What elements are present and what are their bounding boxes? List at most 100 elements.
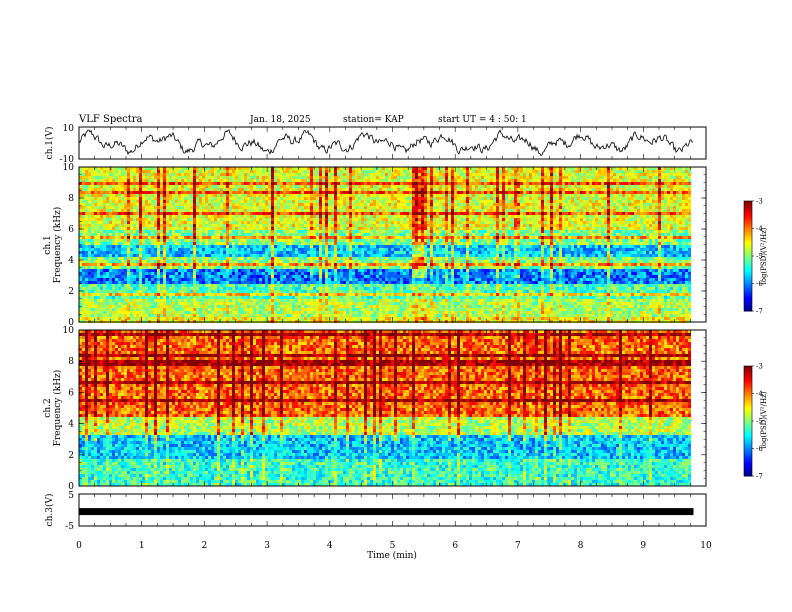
spectrogram-cell xyxy=(637,218,640,221)
spectrogram-cell xyxy=(256,185,259,188)
spectrogram-cell xyxy=(580,176,583,179)
spectrogram-cell xyxy=(301,173,304,176)
spectrogram-cell xyxy=(271,218,274,221)
spectrogram-cell xyxy=(385,212,388,215)
spectrogram-cell xyxy=(271,215,274,218)
spectrogram-cell xyxy=(172,191,175,194)
spectrogram-cell xyxy=(574,197,577,200)
spectrogram-cell xyxy=(247,212,250,215)
spectrogram-cell xyxy=(124,203,127,206)
spectrogram-cell xyxy=(241,194,244,197)
spectrogram-cell xyxy=(421,191,424,194)
spectrogram-cell xyxy=(160,188,163,191)
spectrogram-cell xyxy=(280,224,283,227)
spectrogram-cell xyxy=(235,173,238,176)
spectrogram-cell xyxy=(508,212,511,215)
spectrogram-cell xyxy=(475,209,478,212)
spectrogram-cell xyxy=(100,233,103,236)
spectrogram-cell xyxy=(664,182,667,185)
spectrogram-cell xyxy=(601,170,604,173)
spectrogram-cell xyxy=(346,197,349,200)
spectrogram-cell xyxy=(595,188,598,191)
spectrogram-cell xyxy=(151,200,154,203)
spectrogram-cell xyxy=(196,224,199,227)
spectrogram-cell xyxy=(331,218,334,221)
spectrogram-cell xyxy=(439,191,442,194)
spectrogram-cell xyxy=(202,188,205,191)
spectrogram-cell xyxy=(154,224,157,227)
spectrogram-cell xyxy=(652,176,655,179)
spectrogram-cell xyxy=(604,173,607,176)
spectrogram-cell xyxy=(676,191,679,194)
spectrogram-cell xyxy=(583,203,586,206)
spectrogram-cell xyxy=(211,170,214,173)
spectrogram-cell xyxy=(352,173,355,176)
spectrogram-cell xyxy=(190,194,193,197)
spectrogram-cell xyxy=(463,197,466,200)
spectrogram-cell xyxy=(451,233,454,236)
spectrogram-cell xyxy=(397,230,400,233)
spectrogram-cell xyxy=(304,224,307,227)
spectrogram-cell xyxy=(310,179,313,182)
spectrogram-cell xyxy=(544,170,547,173)
spectrogram-cell xyxy=(505,191,508,194)
spectrogram-cell xyxy=(250,194,253,197)
spectrogram-cell xyxy=(391,236,394,239)
spectrogram-cell xyxy=(193,215,196,218)
spectrogram-cell xyxy=(259,194,262,197)
spectrogram-cell xyxy=(259,227,262,230)
spectrogram-cell xyxy=(256,173,259,176)
spectrogram-cell xyxy=(391,173,394,176)
spectrogram-cell xyxy=(661,233,664,236)
spectrogram-cell xyxy=(637,176,640,179)
spectrogram-cell xyxy=(610,209,613,212)
spectrogram-cell xyxy=(610,221,613,224)
spectrogram-cell xyxy=(271,236,274,239)
spectrogram-cell xyxy=(313,188,316,191)
spectrogram-cell xyxy=(388,212,391,215)
spectrogram-cell xyxy=(655,218,658,221)
spectrogram-cell xyxy=(526,203,529,206)
spectrogram-cell xyxy=(160,227,163,230)
spectrogram-cell xyxy=(340,182,343,185)
spectrogram-cell xyxy=(427,218,430,221)
spectrogram-cell xyxy=(565,188,568,191)
spectrogram-cell xyxy=(394,176,397,179)
spectrogram-cell xyxy=(313,230,316,233)
spectrogram-cell xyxy=(301,236,304,239)
spectrogram-cell xyxy=(355,209,358,212)
spectrogram-cell xyxy=(631,212,634,215)
spectrogram-cell xyxy=(178,209,181,212)
spectrogram-cell xyxy=(217,230,220,233)
spectrogram-cell xyxy=(376,236,379,239)
spectrogram-cell xyxy=(367,182,370,185)
spectrogram-cell xyxy=(403,200,406,203)
spectrogram-cell xyxy=(409,230,412,233)
spectrogram-cell xyxy=(397,179,400,182)
spectrogram-cell xyxy=(640,194,643,197)
spectrogram-cell xyxy=(112,233,115,236)
spectrogram-cell xyxy=(421,218,424,221)
spectrogram-cell xyxy=(541,212,544,215)
spectrogram-cell xyxy=(664,224,667,227)
spectrogram-cell xyxy=(499,176,502,179)
spectrogram-cell xyxy=(640,236,643,239)
spectrogram-cell xyxy=(337,230,340,233)
spectrogram-cell xyxy=(679,170,682,173)
spectrogram-cell xyxy=(430,194,433,197)
spectrogram-cell xyxy=(154,182,157,185)
spectrogram-cell xyxy=(298,233,301,236)
spectrogram-cell xyxy=(403,227,406,230)
spectrogram-cell xyxy=(127,197,130,200)
spectrogram-cell xyxy=(172,173,175,176)
spectrogram-cell xyxy=(277,236,280,239)
spectrogram-cell xyxy=(328,209,331,212)
spectrogram-cell xyxy=(454,227,457,230)
spectrogram-cell xyxy=(187,188,190,191)
spectrogram-cell xyxy=(634,203,637,206)
spectrogram-cell xyxy=(244,179,247,182)
spectrogram-cell xyxy=(364,185,367,188)
spectrogram-cell xyxy=(685,221,688,224)
spectrogram-cell xyxy=(493,179,496,182)
spectrogram-cell xyxy=(154,206,157,209)
